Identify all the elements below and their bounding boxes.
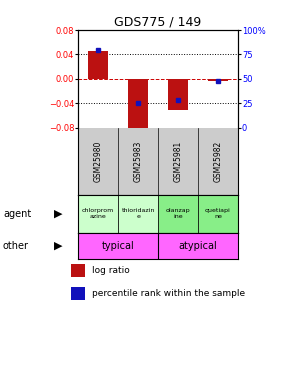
Bar <box>198 195 238 232</box>
Bar <box>88 51 108 79</box>
Text: thioridazin
e: thioridazin e <box>122 209 155 219</box>
Text: ▶: ▶ <box>54 241 62 250</box>
Text: quetiapi
ne: quetiapi ne <box>205 209 231 219</box>
Bar <box>78 195 118 232</box>
Bar <box>128 79 148 129</box>
Text: GSM25982: GSM25982 <box>213 141 222 182</box>
Bar <box>168 79 188 110</box>
Text: GSM25983: GSM25983 <box>134 141 143 182</box>
Text: log ratio: log ratio <box>92 266 130 275</box>
Bar <box>208 79 228 81</box>
Text: GSM25980: GSM25980 <box>94 141 103 182</box>
Text: GSM25981: GSM25981 <box>173 141 182 182</box>
Text: other: other <box>3 241 29 250</box>
Text: atypical: atypical <box>179 241 217 250</box>
Text: typical: typical <box>102 241 135 250</box>
Text: ▶: ▶ <box>54 209 62 219</box>
Text: agent: agent <box>3 209 31 219</box>
Text: chlorprom
azine: chlorprom azine <box>82 209 114 219</box>
Bar <box>118 195 158 232</box>
Bar <box>71 264 85 277</box>
Bar <box>71 286 85 300</box>
Text: olanzap
ine: olanzap ine <box>166 209 190 219</box>
Title: GDS775 / 149: GDS775 / 149 <box>115 16 202 29</box>
Text: percentile rank within the sample: percentile rank within the sample <box>92 289 245 298</box>
Bar <box>158 195 198 232</box>
